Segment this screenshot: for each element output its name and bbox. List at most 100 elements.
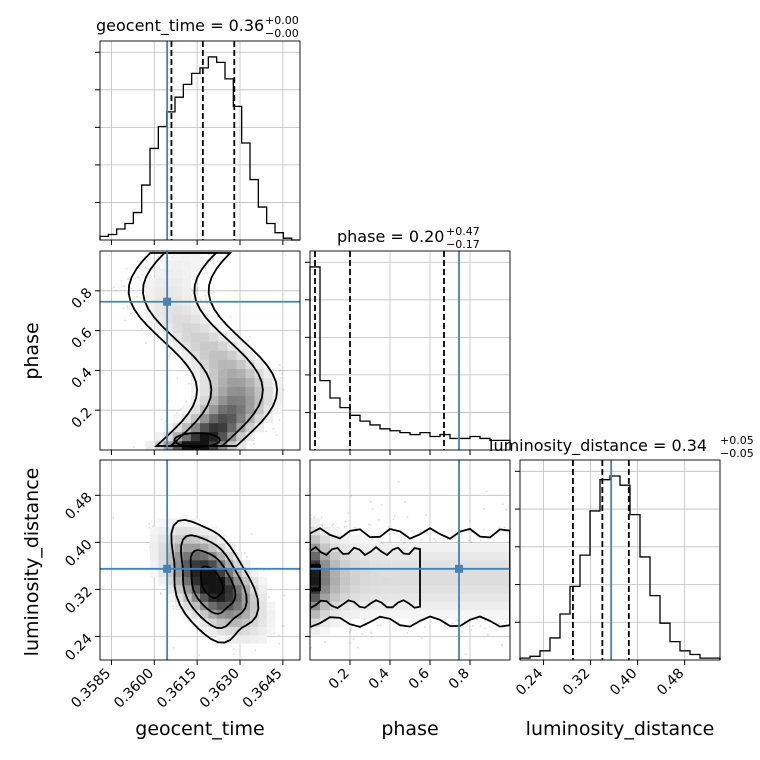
- contour-line: [180, 534, 248, 630]
- density-cell: [258, 635, 267, 644]
- sample-point: [132, 445, 135, 448]
- density-cell: [191, 526, 201, 536]
- density-cell: [227, 386, 237, 397]
- density-cell: [350, 601, 361, 611]
- density-cell: [258, 601, 267, 611]
- density-cell: [500, 568, 510, 577]
- x-tick-label: 0.2: [326, 666, 353, 693]
- sample-point: [501, 503, 504, 506]
- sample-point: [354, 526, 356, 529]
- sample-point: [146, 267, 149, 270]
- density-cell: [430, 543, 441, 552]
- density-cell: [400, 568, 411, 577]
- density-cell: [209, 314, 219, 324]
- density-cell: [360, 593, 371, 602]
- density-cell: [166, 585, 176, 594]
- sample-point: [139, 296, 142, 299]
- sample-point: [352, 638, 355, 641]
- density-cell: [181, 305, 192, 315]
- density-cell: [225, 635, 234, 644]
- title-luminosity-distance-plus: +0.05: [720, 434, 754, 447]
- sample-point: [349, 629, 352, 631]
- sample-point: [451, 622, 454, 625]
- sample-point: [139, 279, 142, 282]
- sample-point: [313, 516, 316, 519]
- density-cell: [145, 278, 155, 288]
- density-cell: [440, 601, 451, 611]
- sample-point: [120, 280, 123, 282]
- density-cell: [216, 535, 226, 544]
- density-cell: [500, 585, 510, 594]
- sample-point: [275, 434, 278, 437]
- x-tick-label: 0.40: [607, 666, 640, 699]
- density-cell: [218, 332, 228, 342]
- density-cell: [340, 568, 351, 577]
- density-cell: [310, 618, 321, 627]
- sample-point: [331, 524, 334, 527]
- density-cell: [172, 341, 183, 351]
- density-cell: [175, 518, 184, 527]
- density-cell: [480, 543, 491, 552]
- density-cell: [440, 585, 451, 594]
- density-cell: [175, 568, 184, 577]
- density-cell: [191, 535, 201, 544]
- density-cell: [320, 576, 331, 586]
- sample-point: [176, 377, 179, 379]
- sample-point: [505, 508, 508, 511]
- sample-point: [343, 525, 346, 528]
- density-cell: [460, 560, 471, 569]
- density-cell: [209, 413, 219, 424]
- sample-point: [425, 532, 427, 535]
- density-cell: [190, 404, 201, 415]
- density-cell: [227, 332, 237, 342]
- sample-point: [249, 336, 251, 339]
- title-geocent-time-plus: +0.00: [265, 14, 299, 27]
- contour-line: [310, 527, 510, 629]
- panel-frame: [309, 250, 511, 451]
- density-cell: [320, 568, 331, 577]
- density-cell: [163, 287, 174, 297]
- density-cell: [181, 314, 192, 324]
- density-cell: [500, 560, 510, 569]
- density-cell: [236, 377, 246, 387]
- density-cell: [200, 610, 209, 619]
- density-cell: [236, 395, 246, 406]
- density-cell: [410, 601, 421, 611]
- density-cell: [470, 543, 481, 552]
- density-cell: [430, 568, 441, 577]
- density-cell: [480, 560, 491, 569]
- density-cell: [233, 551, 242, 561]
- density-cell: [390, 560, 401, 569]
- x-tick-label: 0.8: [446, 666, 473, 693]
- density-cell: [490, 585, 501, 594]
- sample-point: [149, 276, 151, 279]
- density-cell: [250, 635, 259, 644]
- density-cell: [191, 610, 201, 619]
- sample-point: [466, 623, 468, 626]
- density-cell: [236, 404, 246, 415]
- density-cell: [200, 314, 210, 324]
- density-cell: [200, 305, 210, 315]
- sample-point: [377, 518, 380, 521]
- sample-point: [434, 539, 437, 542]
- density-cell: [241, 576, 251, 586]
- density-cell: [470, 576, 481, 586]
- density-cell: [191, 618, 201, 627]
- density-cell: [380, 568, 391, 577]
- density-cell: [175, 560, 184, 569]
- density-cell: [191, 568, 201, 577]
- density-cell: [216, 610, 226, 619]
- sample-point: [460, 656, 463, 659]
- sample-point: [467, 539, 470, 542]
- density-cell: [209, 332, 219, 342]
- density-cell: [190, 305, 201, 315]
- x-tick-label: 0.3600: [111, 666, 157, 712]
- sample-point: [272, 427, 275, 430]
- density-cell: [272, 395, 283, 406]
- density-cell: [263, 404, 274, 415]
- density-cell: [218, 413, 228, 424]
- sample-point: [112, 286, 115, 289]
- sample-point: [443, 623, 446, 626]
- sample-point: [369, 524, 372, 526]
- density-cell: [181, 404, 192, 415]
